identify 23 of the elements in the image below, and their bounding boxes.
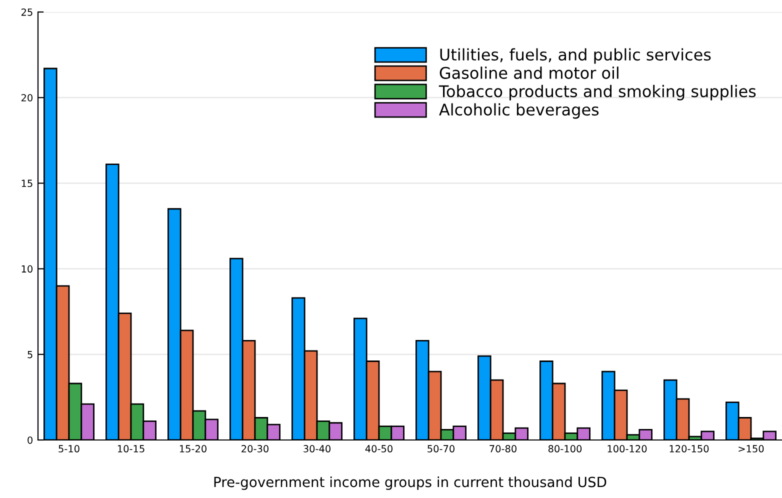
legend-label: Gasoline and motor oil <box>440 66 618 79</box>
x-tick-label: 120-150 <box>670 445 709 452</box>
y-tick-label: 5 <box>28 351 32 358</box>
y-tick-label: 15 <box>22 180 32 188</box>
legend-label: Utilities, fuels, and public services <box>440 48 711 64</box>
y-tick-label: 25 <box>21 8 32 16</box>
x-tick-label: 40-50 <box>365 445 392 452</box>
x-tick-label: 10-15 <box>118 445 144 452</box>
x-tick-label: >150 <box>738 445 764 452</box>
legend-label: Tobacco products and smoking supplies <box>438 84 756 100</box>
y-tick-label: 0 <box>28 436 32 444</box>
x-tick-label: 100-120 <box>608 445 647 452</box>
x-tick-label: 80-100 <box>548 445 582 452</box>
x-tick-label: 50-70 <box>428 445 454 452</box>
x-tick-label: 5-10 <box>58 445 80 452</box>
y-tick-label: 20 <box>21 94 32 102</box>
y-tick-label: 10 <box>22 265 32 273</box>
x-tick-label: 30-40 <box>304 445 330 452</box>
x-tick-label: 70-80 <box>490 445 516 452</box>
legend-label: Alcoholic beverages <box>439 103 599 119</box>
x-tick-label: 15-20 <box>180 445 206 452</box>
x-tick-label: 20-30 <box>242 445 268 452</box>
x-axis-title: Pre-government income groups in current thousand USD <box>214 476 606 490</box>
